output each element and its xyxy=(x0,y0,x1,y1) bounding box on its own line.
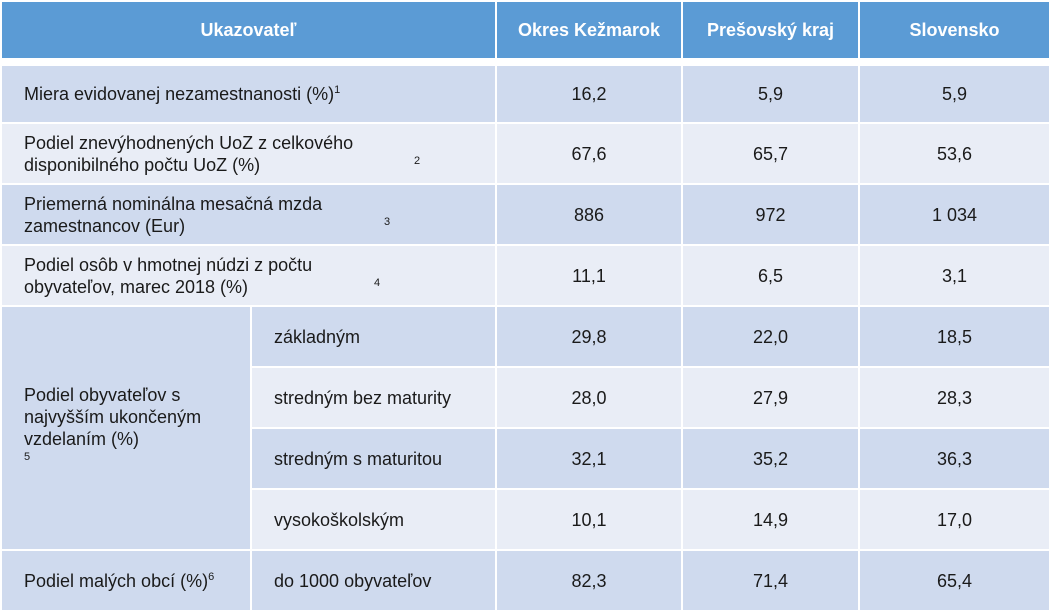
value-region: 27,9 xyxy=(681,366,861,429)
value-district: 67,6 xyxy=(495,122,684,185)
table-row: Podiel obyvateľov s najvyšším ukončeným … xyxy=(0,305,1051,551)
value-region: 972 xyxy=(681,183,861,246)
value-district: 10,1 xyxy=(495,488,684,551)
subrow-label: stredným s maturitou xyxy=(249,427,498,490)
table-row: stredným s maturitou 32,1 35,2 36,3 xyxy=(1,427,1051,490)
row-label: Podiel osôb v hmotnej núdzi z počtu obyv… xyxy=(0,244,498,307)
education-group-label: Podiel obyvateľov s najvyšším ukončeným … xyxy=(0,305,252,551)
row-label: Podiel znevýhodnených UoZ z celkového di… xyxy=(0,122,498,185)
header-indicator: Ukazovateľ xyxy=(0,0,498,60)
value-country: 36,3 xyxy=(858,427,1051,490)
value-country: 5,9 xyxy=(858,64,1051,124)
header-region: Prešovský kraj xyxy=(681,0,861,60)
value-district: 11,1 xyxy=(495,244,684,307)
subrow-label: stredným bez maturity xyxy=(249,366,498,429)
value-region: 22,0 xyxy=(681,305,861,368)
row-label: Priemerná nominálna mesačná mzda zamestn… xyxy=(0,183,498,246)
value-region: 35,2 xyxy=(681,427,861,490)
value-district: 32,1 xyxy=(495,427,684,490)
table-row: Podiel malých obcí (%)6 do 1000 obyvateľ… xyxy=(0,549,1051,612)
value-country: 18,5 xyxy=(858,305,1051,368)
table-row: Podiel osôb v hmotnej núdzi z počtu obyv… xyxy=(0,244,1051,307)
value-district: 28,0 xyxy=(495,366,684,429)
value-country: 3,1 xyxy=(858,244,1051,307)
value-district: 82,3 xyxy=(495,549,684,612)
value-country: 53,6 xyxy=(858,122,1051,185)
value-region: 6,5 xyxy=(681,244,861,307)
header-district: Okres Kežmarok xyxy=(495,0,684,60)
value-region: 14,9 xyxy=(681,488,861,551)
value-region: 71,4 xyxy=(681,549,861,612)
value-district: 886 xyxy=(495,183,684,246)
row-label: Miera evidovanej nezamestnanosti (%)1 xyxy=(0,64,498,124)
value-region: 65,7 xyxy=(681,122,861,185)
value-country: 1 034 xyxy=(858,183,1051,246)
header-row: Ukazovateľ Okres Kežmarok Prešovský kraj… xyxy=(0,0,1051,60)
subrow-label: vysokoškolským xyxy=(249,488,498,551)
table-row: Miera evidovanej nezamestnanosti (%)1 16… xyxy=(0,64,1051,124)
value-country: 28,3 xyxy=(858,366,1051,429)
table-row: stredným bez maturity 28,0 27,9 28,3 xyxy=(1,366,1051,429)
table-row: vysokoškolským 10,1 14,9 17,0 xyxy=(1,488,1051,551)
header-country: Slovensko xyxy=(858,0,1051,60)
value-region: 5,9 xyxy=(681,64,861,124)
subrow-label: do 1000 obyvateľov xyxy=(249,549,498,612)
value-district: 29,8 xyxy=(495,305,684,368)
value-country: 65,4 xyxy=(858,549,1051,612)
table-row: Podiel znevýhodnených UoZ z celkového di… xyxy=(0,122,1051,185)
value-district: 16,2 xyxy=(495,64,684,124)
table-row: Priemerná nominálna mesačná mzda zamestn… xyxy=(0,183,1051,246)
value-country: 17,0 xyxy=(858,488,1051,551)
subrow-label: základným xyxy=(249,305,498,368)
row-label: Podiel malých obcí (%)6 xyxy=(0,549,252,612)
